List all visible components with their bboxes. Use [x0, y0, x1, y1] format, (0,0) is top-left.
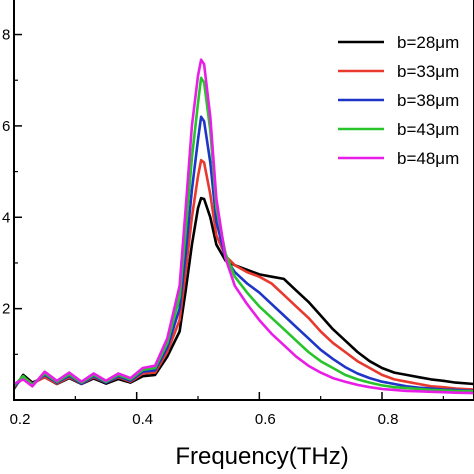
y-tick-label: 6	[2, 118, 10, 135]
y-tick-label: 8	[2, 27, 10, 44]
legend: b=28μm b=33μm b=38μm b=43μm b=48μm	[338, 33, 459, 168]
legend-label-4: b=43μm	[397, 120, 459, 139]
series-line-1	[12, 196, 474, 390]
series-line-5	[13, 58, 474, 395]
y-tick-label: 4	[2, 209, 10, 226]
x-axis-title: Frequency(THz)	[175, 443, 348, 470]
axis-tick-labels: 0.2 0.4 0.6 0.8 2 4 6 8	[2, 27, 398, 428]
legend-label-2: b=33μm	[397, 62, 459, 81]
legend-label-3: b=38μm	[397, 91, 459, 110]
plot-lines	[12, 58, 474, 395]
series-line-2	[13, 158, 474, 391]
legend-label-1: b=28μm	[397, 33, 459, 52]
x-tick-label: 0.4	[132, 411, 153, 428]
axis-ticks	[13, 33, 444, 400]
x-tick-label: 0.2	[10, 411, 31, 428]
legend-label-5: b=48μm	[397, 149, 459, 168]
y-tick-label: 2	[2, 301, 10, 318]
plot-frame	[13, 0, 474, 401]
x-tick-label: 0.8	[378, 411, 399, 428]
x-tick-label: 0.6	[255, 411, 276, 428]
